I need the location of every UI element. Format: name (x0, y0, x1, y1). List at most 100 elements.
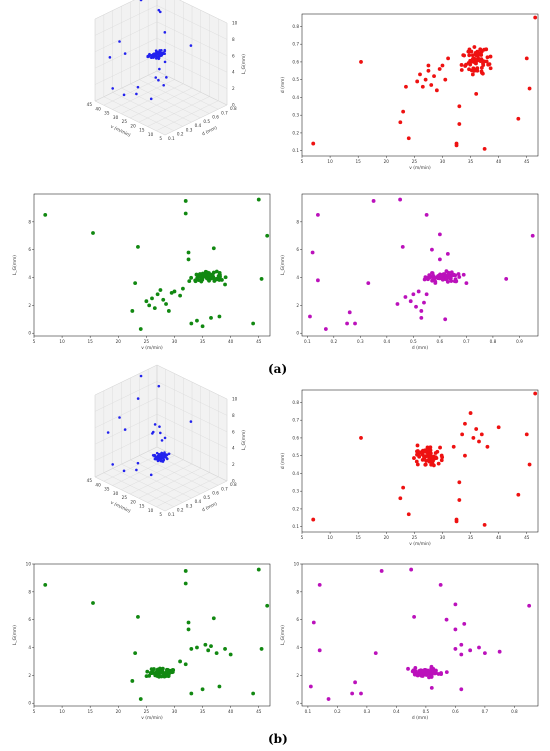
z-tick-label: 2 (232, 86, 235, 91)
y-tick-label: 0.7 (292, 418, 299, 423)
x-tick-label: 0.2 (334, 709, 341, 714)
data-point (434, 88, 439, 93)
data-point (430, 455, 435, 460)
data-point (160, 439, 164, 442)
data-point (159, 674, 164, 679)
x-tick-label: 35 (200, 339, 206, 344)
data-point (426, 68, 431, 73)
x-axis-label: v (m/min) (409, 165, 431, 171)
grid-line (94, 0, 228, 24)
y-tick-label: 0.8 (230, 482, 237, 487)
y-axis-label: d (mm) (201, 501, 218, 514)
data-point (527, 86, 532, 91)
plot-frame (301, 13, 539, 157)
data-point (533, 391, 538, 396)
data-point (459, 687, 464, 692)
data-point (133, 281, 138, 285)
x-tick-label: 15 (88, 709, 94, 714)
data-point (427, 675, 431, 680)
data-point (445, 251, 450, 256)
y-axis-label: L_G(mm) (12, 255, 18, 275)
data-point (432, 276, 437, 281)
data-point (259, 647, 264, 651)
data-point (189, 691, 194, 696)
x-axis-label: v (m/min) (109, 500, 131, 515)
data-point (206, 648, 211, 653)
x-tick-label: 5 (159, 136, 162, 141)
data-point (463, 453, 467, 458)
x-axis-label: d (mm) (412, 715, 428, 721)
data-point (150, 296, 154, 301)
data-point (443, 77, 448, 82)
y-tick-label: 0.6 (212, 491, 219, 496)
y-tick-label: 0.3 (292, 489, 299, 494)
x-axis-label: v (m/min) (409, 541, 431, 547)
data-point (437, 67, 442, 71)
data-point (108, 56, 112, 59)
plot-frame (33, 563, 271, 707)
data-point (155, 292, 160, 297)
z-tick-label: 2 (232, 462, 235, 467)
data-point (408, 299, 413, 304)
data-point (449, 270, 454, 275)
y-tick-label: 0.5 (203, 119, 210, 124)
x-tick-label: 10 (59, 709, 65, 714)
y-tick-label: 0.2 (177, 508, 184, 513)
data-point (457, 498, 462, 502)
grid-line (94, 5, 228, 40)
data-point (228, 652, 233, 657)
data-point (415, 443, 420, 448)
data-point (457, 104, 462, 109)
data-point (149, 97, 153, 101)
data-point (416, 289, 421, 294)
grid-line (94, 364, 228, 400)
data-point (424, 292, 429, 297)
data-point (398, 120, 403, 125)
data-point (478, 48, 483, 52)
x-tick-label: 40 (95, 106, 101, 111)
data-point (462, 621, 467, 626)
data-point (533, 15, 538, 20)
z-tick-label: 6 (232, 429, 235, 434)
x-tick-label: 0.7 (463, 339, 470, 344)
x-tick-label: 20 (384, 159, 390, 164)
data-point (429, 666, 434, 671)
data-point (429, 686, 434, 690)
data-point (482, 47, 487, 52)
x-axis-label: d (mm) (412, 345, 428, 351)
data-point (516, 492, 521, 497)
data-point (438, 582, 443, 587)
data-point (209, 316, 213, 320)
data-point (163, 52, 166, 56)
data-point (432, 74, 436, 79)
data-point (459, 63, 464, 67)
data-point (527, 603, 532, 608)
x-tick-label: 10 (59, 339, 65, 344)
x-tick-label: 0.4 (393, 709, 400, 714)
data-point (187, 279, 192, 284)
data-point (398, 197, 403, 202)
data-point (189, 275, 194, 280)
x-tick-label: 0.8 (490, 339, 497, 344)
y-tick-label: 8 (28, 589, 31, 594)
data-point (484, 59, 489, 64)
data-point (371, 199, 376, 203)
data-point (158, 67, 161, 71)
x-tick-label: 5 (33, 339, 36, 344)
plot-frame (301, 389, 539, 533)
data-point (156, 50, 159, 54)
x-tick-label: 45 (87, 102, 93, 107)
data-point (186, 627, 191, 632)
x-tick-label: 45 (524, 535, 530, 540)
z-tick-label: 8 (232, 37, 235, 42)
data-point (156, 56, 159, 59)
data-point (111, 463, 114, 466)
y-tick-label: 0.7 (221, 486, 228, 491)
x-tick-label: 25 (412, 159, 418, 164)
data-point (181, 286, 185, 291)
data-point (426, 448, 431, 453)
chart-a-d-lg-scatter: 0.1 0.2 0.3 0.4 0.5 0.6 0.7 0.8 0.9 0 2 4 6 8 d (mm) L_… (280, 193, 539, 351)
y-tick-label: 8 (296, 219, 299, 224)
x-tick-label: 45 (87, 478, 93, 483)
grid-line (94, 430, 228, 465)
